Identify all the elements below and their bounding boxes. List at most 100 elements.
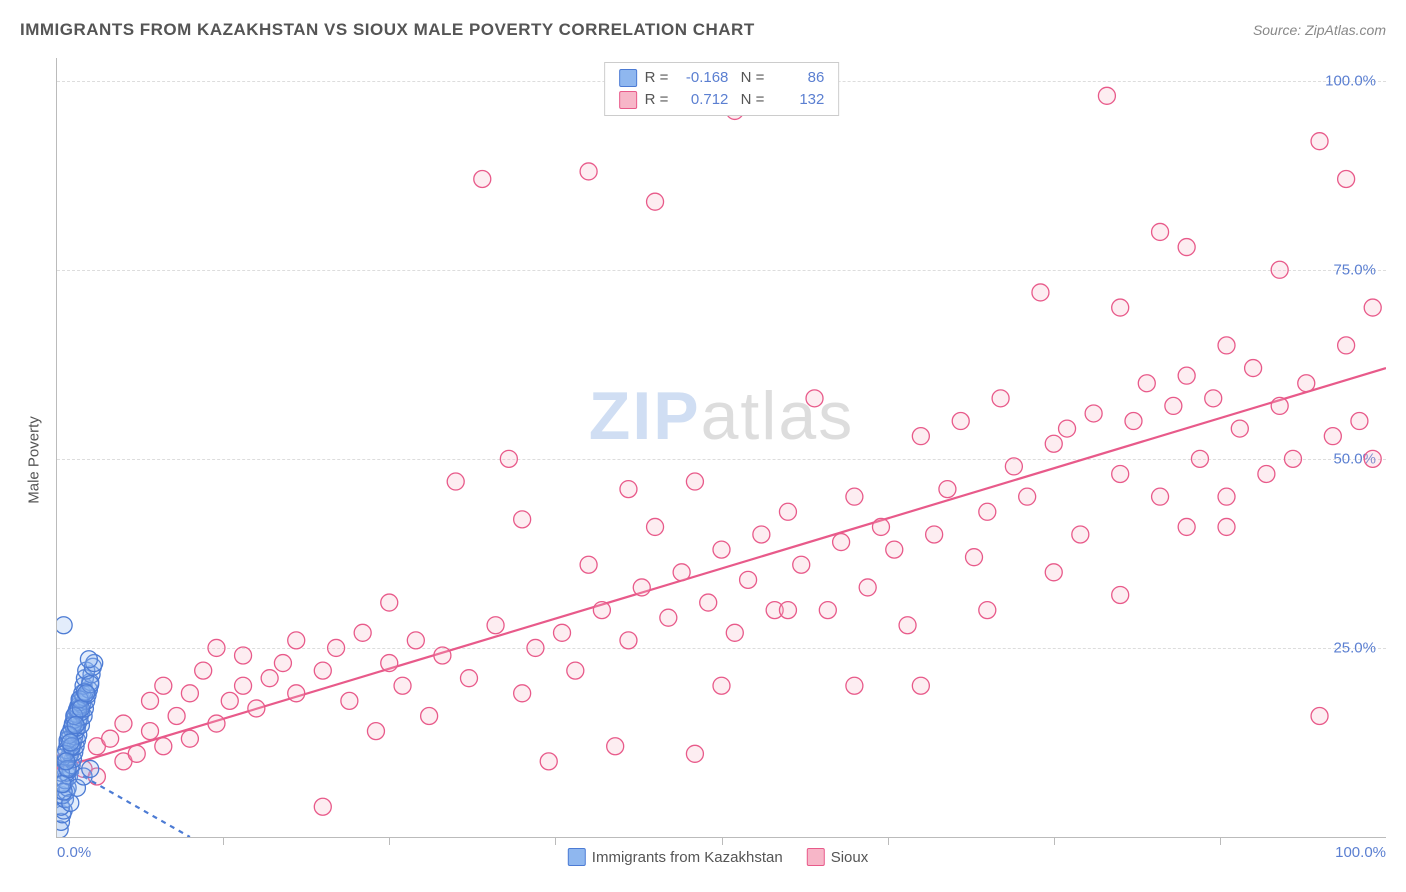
data-point — [992, 390, 1009, 407]
data-point — [195, 662, 212, 679]
r-value-sioux: 0.712 — [676, 89, 728, 111]
data-point — [554, 624, 571, 641]
data-point — [1338, 337, 1355, 354]
data-point — [686, 473, 703, 490]
n-value-kazakhstan: 86 — [772, 67, 824, 89]
y-axis-label: Male Poverty — [26, 416, 43, 504]
legend: Immigrants from Kazakhstan Sioux — [568, 848, 868, 866]
chart-title: IMMIGRANTS FROM KAZAKHSTAN VS SIOUX MALE… — [20, 20, 755, 40]
r-value-kazakhstan: -0.168 — [676, 67, 728, 89]
data-point — [1178, 367, 1195, 384]
data-point — [1271, 261, 1288, 278]
data-point — [354, 624, 371, 641]
data-point — [899, 617, 916, 634]
data-point — [620, 481, 637, 498]
data-point — [1112, 586, 1129, 603]
data-point — [660, 609, 677, 626]
data-point — [912, 428, 929, 445]
plot-svg — [57, 58, 1386, 837]
data-point — [208, 639, 225, 656]
data-point — [128, 745, 145, 762]
legend-swatch-kazakhstan — [568, 848, 586, 866]
data-point — [647, 193, 664, 210]
data-point — [1338, 171, 1355, 188]
data-point — [514, 511, 531, 528]
data-point — [846, 488, 863, 505]
data-point — [966, 549, 983, 566]
data-point — [1178, 239, 1195, 256]
data-point — [394, 677, 411, 694]
data-point — [846, 677, 863, 694]
data-point — [1324, 428, 1341, 445]
r-label: R = — [645, 89, 669, 111]
x-tick — [555, 837, 556, 845]
data-point — [367, 723, 384, 740]
data-point — [886, 541, 903, 558]
data-point — [1231, 420, 1248, 437]
data-point — [1271, 397, 1288, 414]
data-point — [872, 518, 889, 535]
data-point — [80, 651, 97, 668]
data-point — [142, 723, 159, 740]
legend-item-kazakhstan: Immigrants from Kazakhstan — [568, 848, 783, 866]
data-point — [939, 481, 956, 498]
data-point — [1059, 420, 1076, 437]
data-point — [713, 677, 730, 694]
data-point — [1138, 375, 1155, 392]
data-point — [1218, 488, 1235, 505]
data-point — [1152, 488, 1169, 505]
data-point — [926, 526, 943, 543]
x-tick — [1054, 837, 1055, 845]
r-label: R = — [645, 67, 669, 89]
data-point — [979, 503, 996, 520]
data-point — [500, 450, 517, 467]
data-point — [341, 692, 358, 709]
data-point — [1152, 223, 1169, 240]
data-point — [806, 390, 823, 407]
data-point — [1125, 413, 1142, 430]
n-value-sioux: 132 — [772, 89, 824, 111]
data-point — [62, 734, 79, 751]
data-point — [673, 564, 690, 581]
scatter-plot: ZIPatlas R = -0.168 N = 86 R = 0.712 N =… — [56, 58, 1386, 838]
data-point — [713, 541, 730, 558]
data-point — [235, 677, 252, 694]
data-point — [314, 798, 331, 815]
data-point — [381, 594, 398, 611]
swatch-kazakhstan — [619, 69, 637, 87]
data-point — [288, 685, 305, 702]
data-point — [142, 692, 159, 709]
legend-label-kazakhstan: Immigrants from Kazakhstan — [592, 849, 783, 866]
data-point — [168, 707, 185, 724]
data-point — [726, 624, 743, 641]
data-point — [593, 602, 610, 619]
legend-item-sioux: Sioux — [807, 848, 869, 866]
data-point — [540, 753, 557, 770]
data-point — [1098, 87, 1115, 104]
data-point — [979, 602, 996, 619]
data-point — [1298, 375, 1315, 392]
data-point — [248, 700, 265, 717]
data-point — [1005, 458, 1022, 475]
source-link[interactable]: ZipAtlas.com — [1305, 22, 1386, 38]
data-point — [620, 632, 637, 649]
data-point — [328, 639, 345, 656]
data-point — [381, 655, 398, 672]
data-point — [434, 647, 451, 664]
x-tick-label: 100.0% — [1335, 844, 1386, 861]
data-point — [567, 662, 584, 679]
x-tick — [389, 837, 390, 845]
data-point — [779, 503, 796, 520]
data-point — [208, 715, 225, 732]
data-point — [235, 647, 252, 664]
x-tick — [1220, 837, 1221, 845]
data-point — [859, 579, 876, 596]
source-label: Source: — [1253, 22, 1301, 38]
data-point — [1019, 488, 1036, 505]
data-point — [1351, 413, 1368, 430]
data-point — [67, 717, 84, 734]
legend-label-sioux: Sioux — [831, 849, 869, 866]
data-point — [514, 685, 531, 702]
data-point — [1258, 465, 1275, 482]
data-point — [447, 473, 464, 490]
